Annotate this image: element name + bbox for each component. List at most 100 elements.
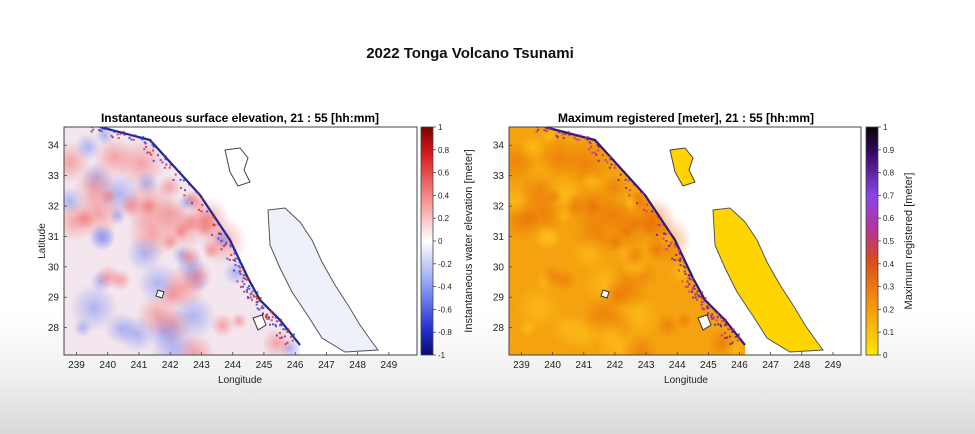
coast-speckle: [590, 145, 593, 148]
coast-speckle: [681, 280, 684, 283]
colorbar-tick-label: -0.6: [438, 305, 452, 314]
coast-speckle: [642, 192, 645, 195]
coast-speckle: [678, 252, 681, 255]
coast-speckle: [679, 264, 682, 267]
sea-texture-blob: [518, 318, 538, 338]
coast-speckle: [259, 297, 262, 300]
sea-texture-blob: [177, 244, 202, 269]
coast-speckle: [226, 257, 229, 260]
coast-speckle: [596, 144, 599, 147]
coast-speckle: [244, 277, 247, 280]
coast-speckle: [283, 335, 286, 338]
coast-speckle: [139, 137, 142, 140]
coast-speckle: [595, 153, 598, 156]
sea-texture-blob: [175, 333, 215, 355]
coast-speckle: [588, 148, 591, 151]
coast-speckle: [694, 293, 697, 296]
coast-speckle: [289, 335, 292, 338]
coast-speckle: [291, 339, 294, 342]
coast-speckle: [713, 317, 716, 320]
y-tick-label: 29: [48, 293, 60, 304]
coast-speckle: [701, 307, 704, 310]
sea-texture-blob: [126, 235, 163, 273]
coast-speckle: [697, 294, 700, 297]
coast-speckle: [243, 283, 246, 286]
y-tick-label: 31: [493, 232, 505, 243]
coast-speckle: [723, 324, 726, 327]
coast-speckle: [716, 316, 719, 319]
coast-speckle: [715, 319, 718, 322]
coast-speckle: [269, 323, 272, 326]
coast-speckle: [278, 319, 281, 322]
coast-speckle: [197, 208, 200, 211]
coast-speckle: [706, 312, 709, 315]
coast-speckle: [281, 336, 284, 339]
coast-speckle: [92, 128, 95, 131]
sea-texture-blob: [73, 188, 123, 238]
coast-speckle: [234, 257, 237, 260]
coast-speckle: [150, 141, 153, 144]
sea-texture-blob: [620, 333, 660, 355]
coast-speckle: [714, 323, 717, 326]
colorbar-tick-label: 0.5: [883, 237, 895, 246]
coast-speckle: [258, 308, 261, 311]
coast-speckle: [728, 335, 731, 338]
island-outline-south-max: [600, 289, 610, 299]
panel-title-maximum: Maximum registered [meter], 21 : 55 [hh:…: [558, 111, 814, 125]
coast-speckle: [228, 258, 231, 261]
coast-speckle: [691, 296, 694, 299]
coast-speckle: [597, 149, 600, 152]
coast-speckle: [608, 166, 611, 169]
coast-speckle: [679, 259, 682, 262]
coast-speckle: [234, 264, 237, 267]
coast-speckle: [674, 245, 677, 248]
sea-texture-blob: [136, 293, 180, 337]
coast-speckle: [716, 312, 719, 315]
coast-speckle: [731, 330, 734, 333]
colorbar-tick-label: 0.9: [883, 146, 895, 155]
coast-speckle: [716, 323, 719, 326]
coast-speckle: [677, 258, 680, 261]
coast-speckle: [657, 216, 660, 219]
sea-texture-blob: [706, 328, 737, 355]
sea-texture-blob: [622, 193, 640, 211]
coast-speckle: [568, 133, 571, 136]
coast-speckle: [601, 154, 604, 157]
colorbar-tick-label: 0.6: [438, 169, 450, 178]
coast-speckle: [651, 210, 654, 213]
colorbar-tick-label: -0.4: [438, 283, 452, 292]
map-maximum: [509, 127, 861, 355]
coast-speckle: [217, 232, 220, 235]
coast-speckle: [548, 127, 551, 130]
coast-speckle: [588, 141, 591, 144]
coast-speckle: [129, 134, 132, 137]
coast-speckle: [241, 285, 244, 288]
coastline-instantaneous: [99, 127, 301, 346]
coast-speckle: [163, 166, 166, 169]
coast-speckle: [725, 324, 728, 327]
coast-speckle: [278, 324, 281, 327]
coast-speckle: [287, 328, 290, 331]
y-tick-label: 31: [48, 232, 60, 243]
coast-speckle: [731, 341, 734, 344]
panel-title-instantaneous: Instantaneous surface elevation, 21 : 55…: [101, 111, 379, 125]
x-tick-label: 246: [287, 360, 304, 371]
y-tick-label: 30: [493, 262, 505, 273]
x-tick-label: 244: [224, 360, 241, 371]
coast-speckle: [132, 138, 135, 141]
coast-speckle: [271, 323, 274, 326]
coast-speckle: [293, 336, 296, 339]
coast-speckle: [625, 187, 628, 190]
coast-speckle: [261, 305, 264, 308]
coast-speckle: [686, 285, 689, 288]
coast-speckle: [714, 310, 717, 313]
coast-speckle: [233, 248, 236, 251]
coast-speckle: [732, 328, 735, 331]
x-tick-label: 240: [99, 360, 116, 371]
coast-speckle: [640, 190, 643, 193]
colorbar-maximum: [865, 126, 879, 356]
coast-speckle: [712, 316, 715, 319]
coast-speckle: [151, 141, 154, 144]
coast-speckle: [720, 320, 723, 323]
